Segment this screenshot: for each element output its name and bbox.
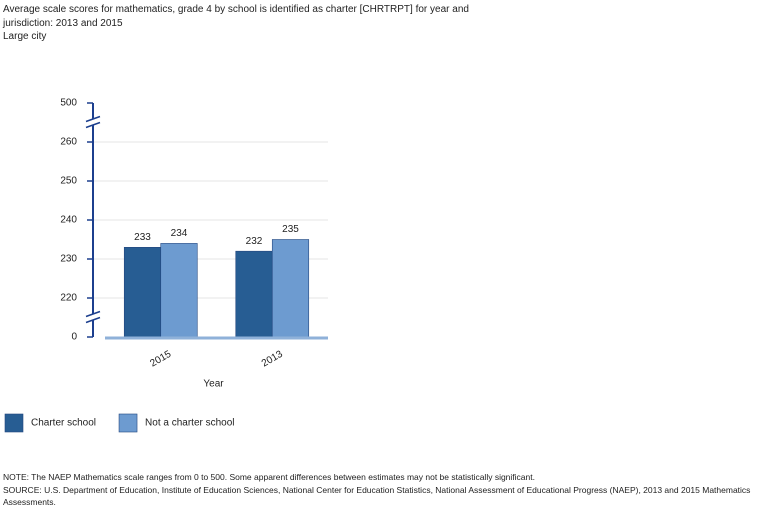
y-tick-label: 260 (60, 137, 77, 148)
legend-label: Charter school (31, 418, 96, 429)
y-tick-label: 250 (60, 176, 77, 187)
value-label: 232 (246, 236, 263, 247)
value-label: 234 (171, 228, 188, 239)
bar (160, 243, 198, 338)
y-tick-label: 220 (60, 293, 77, 304)
axis-break-gap (85, 314, 101, 321)
bar (123, 247, 162, 338)
value-label: 235 (282, 224, 299, 235)
axis-break (85, 121, 101, 129)
x-tick-label: 2013 (260, 349, 285, 370)
value-label: 233 (134, 232, 151, 243)
axis-break (85, 310, 101, 318)
chart: 0 220 230 240 250 260 500 233 232 234 235 2015 2013 Y… (4, 98, 328, 433)
note: NOTE: The NAEP Mathematics scale ranges … (3, 472, 535, 482)
axis-break (85, 316, 101, 324)
axis-break (85, 115, 101, 123)
axis-break-gap (85, 119, 101, 126)
y-tick-label: 500 (60, 98, 77, 109)
y-tick-label: 240 (60, 215, 77, 226)
legend-label: Not a charter school (145, 418, 235, 429)
y-tick-label: 0 (71, 332, 77, 343)
source: SOURCE: U.S. Department of Education, In… (3, 484, 751, 508)
bar (235, 250, 273, 338)
chart-subtitle: Large city (3, 31, 47, 42)
notes: NOTE: The NAEP Mathematics scale ranges … (3, 471, 763, 509)
legend-swatch (118, 413, 138, 433)
bar (271, 239, 310, 338)
chart-title: Average scale scores for mathematics, gr… (3, 4, 469, 29)
y-tick-label: 230 (60, 254, 77, 265)
x-axis-label: Year (203, 379, 224, 390)
legend-swatch (4, 413, 24, 433)
x-tick-label: 2015 (148, 349, 173, 370)
